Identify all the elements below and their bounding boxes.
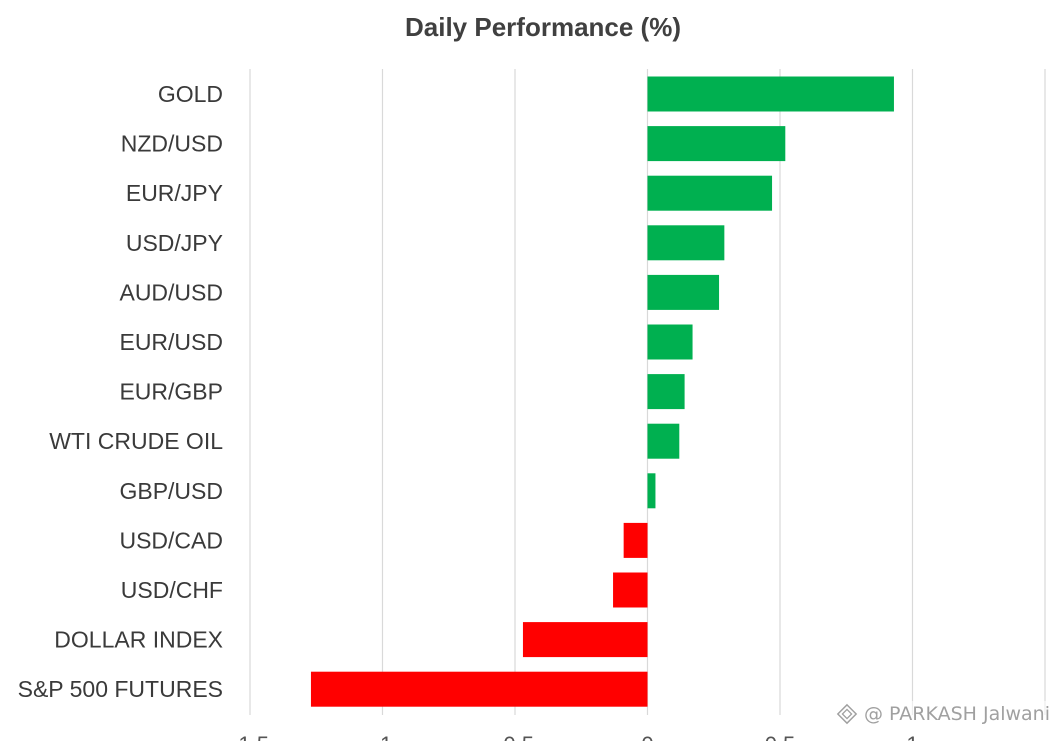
category-label: NZD/USD bbox=[121, 131, 223, 157]
category-label: USD/CHF bbox=[121, 577, 223, 603]
category-label: EUR/USD bbox=[119, 329, 223, 355]
bar-eur-gbp bbox=[647, 374, 685, 410]
watermark: @ PARKASH Jalwani bbox=[831, 701, 1054, 727]
bars bbox=[310, 76, 894, 707]
bar-usd-chf bbox=[613, 572, 648, 608]
category-label: EUR/JPY bbox=[126, 180, 223, 206]
category-label: AUD/USD bbox=[119, 279, 223, 305]
bar-gold bbox=[647, 76, 894, 112]
category-label: USD/JPY bbox=[126, 230, 223, 256]
watermark-text: @ PARKASH Jalwani bbox=[863, 703, 1050, 725]
bar-s-p-500-futures bbox=[310, 671, 648, 707]
tick-labels: -1.5 -1 -0.5 0 0.5 1 bbox=[231, 732, 919, 741]
x-tick-label: -1.5 bbox=[231, 732, 269, 741]
category-label: GOLD bbox=[158, 81, 223, 107]
bar-eur-jpy bbox=[647, 175, 773, 211]
bar-nzd-usd bbox=[647, 126, 786, 162]
category-labels: GOLD NZD/USD EUR/JPY USD/JPY AUD/USD EUR/USD E… bbox=[18, 81, 224, 702]
bar-gbp-usd bbox=[647, 473, 656, 509]
category-label: DOLLAR INDEX bbox=[54, 627, 223, 653]
bar-eur-usd bbox=[647, 324, 693, 360]
bar-dollar-index bbox=[522, 622, 648, 658]
category-label: EUR/GBP bbox=[119, 379, 223, 405]
x-tick-label: -0.5 bbox=[496, 732, 534, 741]
bar-aud-usd bbox=[647, 274, 720, 310]
category-label: USD/CAD bbox=[119, 527, 223, 553]
x-tick-label: 0 bbox=[641, 732, 653, 741]
diamond-logo-icon bbox=[836, 703, 858, 725]
chart-title: Daily Performance (%) bbox=[405, 12, 681, 42]
category-label: S&P 500 FUTURES bbox=[18, 676, 223, 702]
bar-wti-crude-oil bbox=[647, 423, 680, 459]
x-tick-label: 1 bbox=[906, 732, 918, 741]
category-label: WTI CRUDE OIL bbox=[49, 428, 223, 454]
x-tick-label: 0.5 bbox=[765, 732, 796, 741]
bar-usd-jpy bbox=[647, 225, 725, 261]
category-label: GBP/USD bbox=[119, 478, 223, 504]
bar-usd-cad bbox=[623, 522, 648, 558]
x-tick-label: -1 bbox=[373, 732, 393, 741]
